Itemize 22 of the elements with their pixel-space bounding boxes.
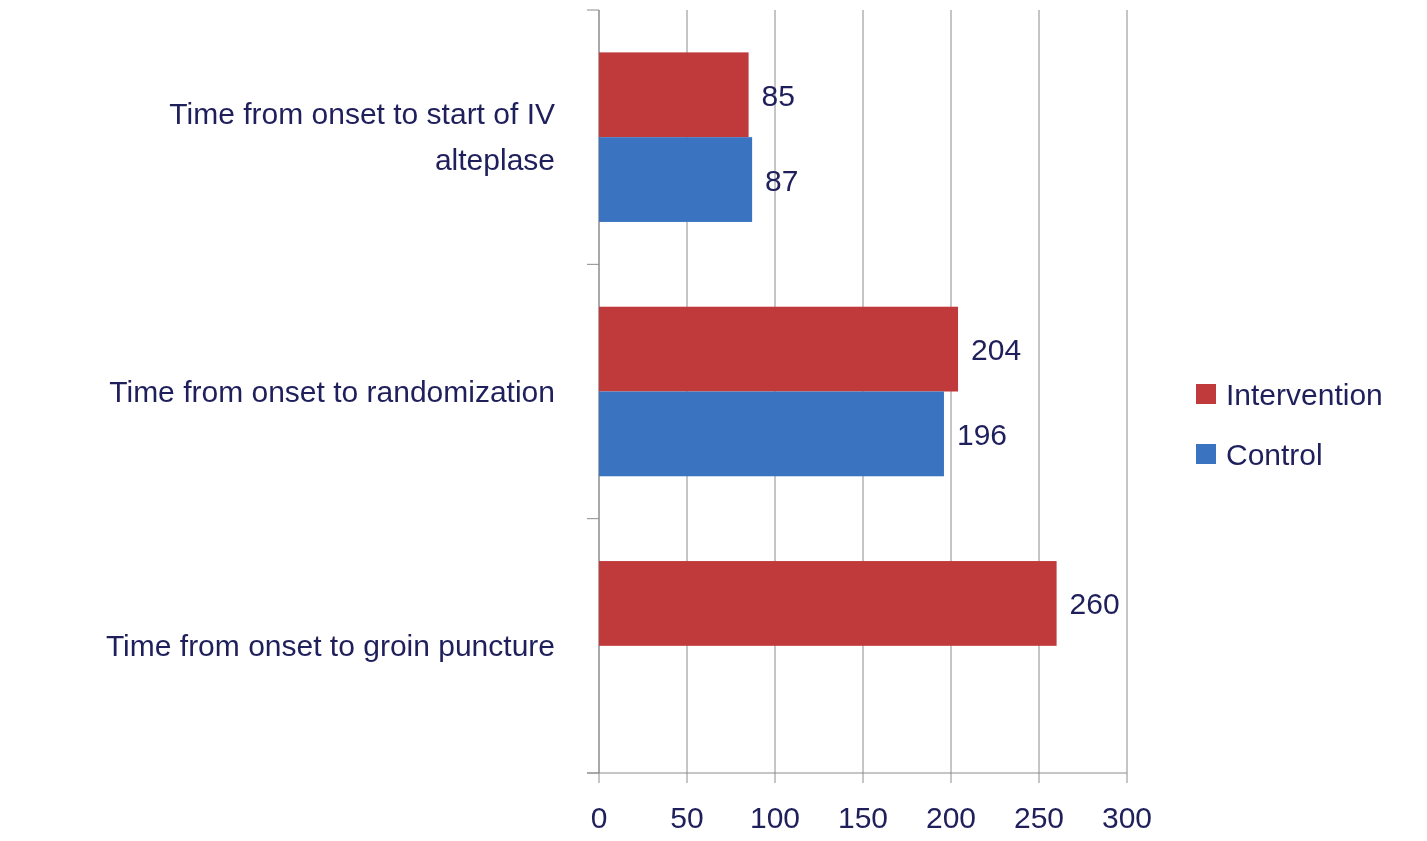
y-tick-label: Time from onset to randomization	[109, 374, 555, 408]
bar	[599, 137, 753, 222]
x-tick-label: 50	[670, 801, 704, 834]
bar	[599, 561, 1057, 646]
data-label: 204	[971, 333, 1022, 367]
x-tick-label: 0	[590, 801, 608, 834]
legend-label: Control	[1226, 438, 1323, 471]
bar	[599, 52, 749, 138]
bar	[599, 391, 944, 477]
x-tick-label: 250	[1013, 801, 1065, 834]
y-tick-label: Time from onset to groin puncture	[105, 628, 555, 662]
data-label: 196	[956, 417, 1008, 451]
x-tick-label: 300	[1101, 801, 1153, 834]
x-tick-label: 150	[837, 801, 889, 834]
data-label: 87	[765, 163, 799, 197]
bar	[599, 306, 959, 392]
data-label: 260	[1069, 587, 1120, 621]
x-tick-label: 100	[749, 801, 801, 834]
x-tick-label: 200	[925, 801, 977, 834]
legend-label: Intervention	[1226, 378, 1383, 411]
data-label: 85	[761, 78, 795, 112]
y-tick-label: Time from onset to start of IV alteplase	[169, 97, 555, 177]
